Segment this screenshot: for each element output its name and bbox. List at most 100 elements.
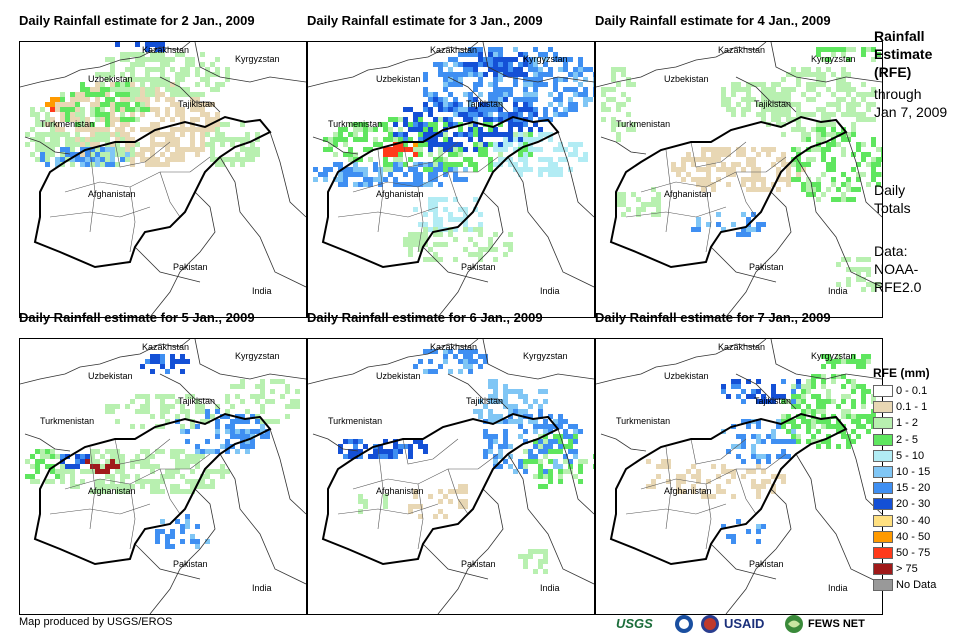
panel-title: Daily Rainfall estimate for 5 Jan., 2009 xyxy=(19,310,255,325)
legend-title: RFE (mm) xyxy=(873,366,930,380)
rainfall-panel-day-6: Daily Rainfall estimate for 6 Jan., 2009… xyxy=(307,310,595,615)
label-tajikistan: Tajikistan xyxy=(754,99,792,109)
rainfall-panel-day-7: Daily Rainfall estimate for 7 Jan., 2009… xyxy=(595,310,883,615)
legend-swatch xyxy=(873,563,893,576)
usaid-logo: USAID xyxy=(724,616,765,631)
legend-swatch xyxy=(873,385,893,397)
rainfall-panel-day-5: Daily Rainfall estimate for 5 Jan., 2009… xyxy=(19,310,307,615)
label-pakistan: Pakistan xyxy=(749,559,784,569)
legend-label: 20 - 30 xyxy=(896,498,931,511)
label-india: India xyxy=(828,286,848,296)
label-afghanistan: Afghanistan xyxy=(88,189,136,199)
legend-item: 0.1 - 1 xyxy=(873,400,973,414)
rfe-heading: Rainfall Estimate (RFE) xyxy=(874,28,933,80)
fews-globe-icon xyxy=(785,615,803,633)
legend-label: 10 - 15 xyxy=(896,466,931,478)
legend-swatch xyxy=(873,449,893,462)
legend-swatch xyxy=(873,579,893,592)
afghanistan-border xyxy=(33,115,272,269)
label-kazakhstan: Kazakhstan xyxy=(142,45,190,55)
rainfall-map: Kazakhstan Kyrgyzstan Uzbekistan Tajikistan… xyxy=(19,338,307,615)
daily-totals-note: Daily Totals xyxy=(874,182,911,216)
rainfall-map: Kazakhstan Kyrgyzstan Uzbekistan Tajikistan… xyxy=(19,41,307,318)
rainfall-panel-day-2: Daily Rainfall estimate for 2 Jan., 2009… xyxy=(19,13,307,318)
label-afghanistan: Afghanistan xyxy=(664,486,712,496)
rainfall-panel-day-3: Daily Rainfall estimate for 3 Jan., 2009… xyxy=(307,13,595,318)
legend-item: 20 - 30 xyxy=(873,497,973,511)
legend-label: No Data xyxy=(896,579,937,592)
through-date: through Jan 7, 2009 xyxy=(874,86,948,120)
legend-label: > 75 xyxy=(896,563,918,576)
afghanistan-border xyxy=(321,412,560,566)
label-pakistan: Pakistan xyxy=(749,262,784,272)
legend-swatch xyxy=(873,530,893,543)
legend-item: 15 - 20 xyxy=(873,481,973,495)
legend-label: 30 - 40 xyxy=(896,514,931,527)
legend-item: 0 - 0.1 xyxy=(873,384,973,398)
legend-swatch xyxy=(873,498,893,511)
label-pakistan: Pakistan xyxy=(461,262,496,272)
legend-item: 30 - 40 xyxy=(873,514,973,528)
label-kazakhstan: Kazakhstan xyxy=(142,342,190,352)
label-tajikistan: Tajikistan xyxy=(466,99,504,109)
afghanistan-border xyxy=(609,412,848,566)
label-uzbekistan: Uzbekistan xyxy=(376,74,421,84)
label-kyrgyzstan: Kyrgyzstan xyxy=(811,351,856,361)
rainfall-map: Kazakhstan Kyrgyzstan Uzbekistan Tajikistan… xyxy=(307,338,595,615)
label-india: India xyxy=(252,583,272,593)
label-uzbekistan: Uzbekistan xyxy=(88,74,133,84)
label-tajikistan: Tajikistan xyxy=(754,396,792,406)
afghanistan-border xyxy=(609,115,848,269)
label-afghanistan: Afghanistan xyxy=(376,189,424,199)
label-pakistan: Pakistan xyxy=(461,559,496,569)
legend-item: No Data xyxy=(873,578,973,592)
label-turkmenistan: Turkmenistan xyxy=(616,416,671,426)
label-uzbekistan: Uzbekistan xyxy=(88,371,133,381)
doc-seal-icon xyxy=(701,615,719,633)
legend-item: 10 - 15 xyxy=(873,465,973,479)
rainfall-panel-day-4: Daily Rainfall estimate for 4 Jan., 2009… xyxy=(595,13,883,318)
afghanistan-border xyxy=(321,115,560,269)
label-tajikistan: Tajikistan xyxy=(466,396,504,406)
legend-item: 50 - 75 xyxy=(873,546,973,560)
rainfall-map: Kazakhstan Kyrgyzstan Uzbekistan Tajikistan… xyxy=(595,338,883,615)
fews-net-logo: FEWS NET xyxy=(808,618,865,630)
label-kyrgyzstan: Kyrgyzstan xyxy=(811,54,856,64)
label-kazakhstan: Kazakhstan xyxy=(718,342,766,352)
legend-swatch xyxy=(873,482,893,495)
legend-swatch xyxy=(873,514,893,527)
legend-item: 2 - 5 xyxy=(873,433,973,447)
label-uzbekistan: Uzbekistan xyxy=(664,371,709,381)
legend-label: 50 - 75 xyxy=(896,547,931,559)
label-turkmenistan: Turkmenistan xyxy=(616,119,671,129)
legend-label: 2 - 5 xyxy=(896,433,919,446)
label-kyrgyzstan: Kyrgyzstan xyxy=(523,54,568,64)
label-pakistan: Pakistan xyxy=(173,559,208,569)
rainfall-map: Kazakhstan Kyrgyzstan Uzbekistan Tajikistan… xyxy=(595,41,883,318)
label-india: India xyxy=(252,286,272,296)
label-kazakhstan: Kazakhstan xyxy=(430,342,478,352)
legend-swatch xyxy=(873,433,893,446)
legend-swatch xyxy=(873,417,893,430)
label-kyrgyzstan: Kyrgyzstan xyxy=(235,351,280,361)
label-kazakhstan: Kazakhstan xyxy=(430,45,478,55)
label-afghanistan: Afghanistan xyxy=(664,189,712,199)
label-kazakhstan: Kazakhstan xyxy=(718,45,766,55)
label-pakistan: Pakistan xyxy=(173,262,208,272)
label-india: India xyxy=(540,286,560,296)
legend-label: 0.1 - 1 xyxy=(896,401,928,414)
label-tajikistan: Tajikistan xyxy=(178,99,216,109)
panel-title: Daily Rainfall estimate for 3 Jan., 2009 xyxy=(307,13,543,28)
label-turkmenistan: Turkmenistan xyxy=(40,119,95,129)
legend-label: 0 - 0.1 xyxy=(896,385,928,397)
panel-title: Daily Rainfall estimate for 7 Jan., 2009 xyxy=(595,310,831,325)
legend-label: 5 - 10 xyxy=(896,449,925,462)
label-tajikistan: Tajikistan xyxy=(178,396,216,406)
label-kyrgyzstan: Kyrgyzstan xyxy=(523,351,568,361)
afghanistan-border xyxy=(33,412,272,566)
legend-item: 5 - 10 xyxy=(873,449,973,463)
noaa-logo-icon xyxy=(675,615,693,633)
label-turkmenistan: Turkmenistan xyxy=(328,416,383,426)
legend-item: > 75 xyxy=(873,562,973,576)
legend-label: 1 - 2 xyxy=(896,417,919,430)
